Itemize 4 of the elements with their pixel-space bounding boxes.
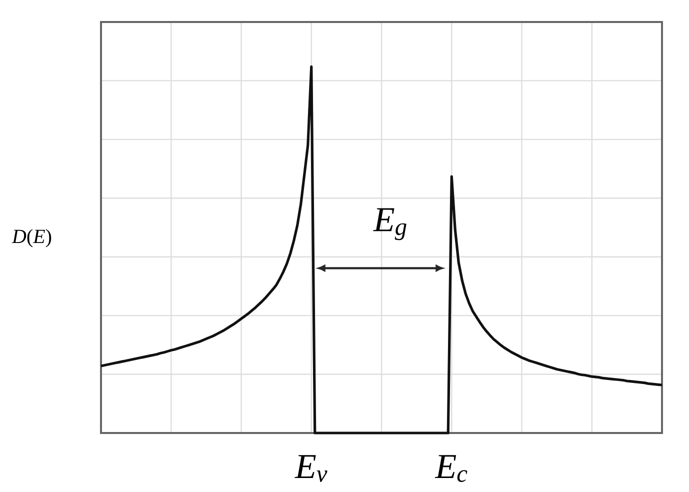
annotation: E$_{g}$ [373, 208, 406, 240]
x-tick-label: E$_{v}$ [294, 455, 328, 482]
y-axis-title: D(E) [12, 229, 52, 248]
x-tick-label: E$_{c}$ [434, 455, 468, 482]
